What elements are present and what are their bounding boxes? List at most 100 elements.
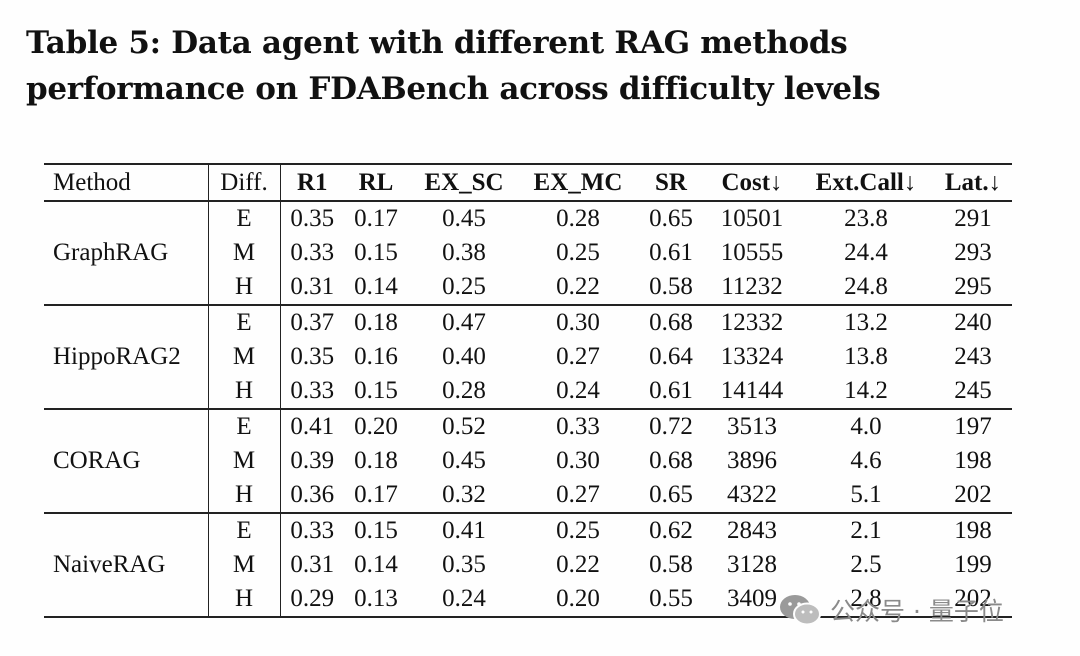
ex-sc-cell: 0.25	[442, 273, 486, 300]
ext-call-cell: 14.2	[844, 377, 888, 404]
sr-cell: 0.61	[649, 239, 693, 266]
rl-cell: 0.18	[354, 309, 398, 336]
ex-mc-cell: 0.20	[556, 585, 600, 612]
sr-cell: 0.65	[649, 481, 693, 508]
cost-cell: 3513	[727, 413, 777, 440]
results-table: Method Diff. R1 RL EX_SC EX_MC SR Cost↓ …	[44, 163, 1012, 618]
ext-call-cell: 5.1	[850, 481, 882, 508]
lat-cell: 240	[954, 309, 992, 336]
r1-cell: 0.33	[290, 377, 335, 404]
r1-cell: 0.35	[290, 205, 335, 232]
ex-mc-cell: 0.30	[556, 309, 600, 336]
watermark-text: 公众号 · 量子位	[830, 597, 1004, 626]
sr-cell: 0.68	[649, 309, 693, 336]
ex-mc-cell: 0.30	[556, 447, 600, 474]
difficulty-cell: E	[207, 513, 281, 548]
header-sr: SR	[655, 168, 687, 196]
r1-cell: 0.31	[290, 551, 335, 578]
header-lat: Lat.↓	[944, 168, 1002, 196]
cost-cell: 11232	[721, 273, 783, 300]
method-group: GraphRAG E 0.35 0.17 0.45 0.28 0.65 10501 23.8 29…	[44, 201, 1012, 305]
rl-cell: 0.15	[354, 239, 398, 266]
r1-cell: 0.35	[290, 343, 335, 370]
ext-call-cell: 23.8	[844, 205, 888, 232]
header-row: Method Diff. R1 RL EX_SC EX_MC SR Cost↓ …	[44, 164, 1012, 201]
difficulty-cell: H	[207, 270, 281, 305]
lat-cell: 243	[954, 343, 992, 370]
table-row: H 0.33 0.15 0.28 0.24 0.61 14144 14.2 245	[44, 374, 1012, 409]
sr-cell: 0.65	[649, 205, 693, 232]
lat-cell: 197	[954, 413, 992, 440]
lat-cell: 199	[954, 551, 992, 578]
header-ex-mc: EX_MC	[533, 168, 623, 196]
r1-cell: 0.37	[290, 309, 335, 336]
cost-cell: 2843	[727, 517, 777, 544]
ex-sc-cell: 0.40	[442, 343, 486, 370]
ext-call-cell: 4.0	[850, 413, 882, 440]
method-name: HippoRAG2	[53, 343, 181, 370]
difficulty-cell: E	[207, 305, 281, 340]
rl-cell: 0.13	[354, 585, 398, 612]
cost-cell: 10501	[720, 205, 784, 232]
difficulty-cell: M	[207, 340, 281, 374]
sr-cell: 0.68	[649, 447, 693, 474]
r1-cell: 0.29	[290, 585, 335, 612]
method-group: NaiveRAG E 0.33 0.15 0.41 0.25 0.62 2843 2.1 198 M…	[44, 513, 1012, 617]
table-row: M 0.35 0.16 0.40 0.27 0.64 13324 13.8 243	[44, 340, 1012, 374]
table-row: H 0.36 0.17 0.32 0.27 0.65 4322 5.1 202	[44, 478, 1012, 513]
ex-sc-cell: 0.45	[442, 447, 486, 474]
difficulty-cell: H	[207, 478, 281, 513]
ext-call-cell: 13.2	[844, 309, 888, 336]
table-row: HippoRAG2 E 0.37 0.18 0.47 0.30 0.68 12332 13.2 2…	[44, 305, 1012, 370]
difficulty-cell: M	[207, 236, 281, 270]
lat-cell: 202	[954, 481, 992, 508]
difficulty-cell: E	[207, 409, 281, 444]
ex-mc-cell: 0.27	[556, 481, 600, 508]
r1-cell: 0.33	[290, 239, 335, 266]
ex-sc-cell: 0.24	[442, 585, 486, 612]
table-row: M 0.39 0.18 0.45 0.30 0.68 3896 4.6 198	[44, 444, 1012, 478]
ex-sc-cell: 0.45	[442, 205, 486, 232]
sr-cell: 0.64	[649, 343, 693, 370]
rl-cell: 0.16	[354, 343, 398, 370]
method-group: CORAG E 0.41 0.20 0.52 0.33 0.72 3513 4.0 197 M 0.3…	[44, 409, 1012, 513]
difficulty-cell: H	[207, 582, 281, 617]
watermark: 公众号 · 量子位	[778, 592, 1004, 628]
cost-cell: 3896	[727, 447, 777, 474]
ext-call-cell: 24.4	[844, 239, 888, 266]
sr-cell: 0.72	[649, 413, 693, 440]
ex-sc-cell: 0.28	[442, 377, 486, 404]
lat-cell: 295	[954, 273, 992, 300]
r1-cell: 0.31	[290, 273, 335, 300]
lat-cell: 198	[954, 517, 992, 544]
header-cost: Cost↓	[721, 168, 783, 196]
lat-cell: 202	[954, 585, 992, 612]
r1-cell: 0.39	[290, 447, 335, 474]
lat-cell: 293	[954, 239, 992, 266]
difficulty-cell: M	[207, 444, 281, 478]
header-ex-sc: EX_SC	[424, 168, 504, 196]
difficulty-cell: E	[207, 201, 281, 236]
ext-call-cell: 2.8	[850, 585, 882, 612]
ex-sc-cell: 0.41	[442, 517, 486, 544]
method-name: GraphRAG	[53, 239, 169, 266]
ext-call-cell: 4.6	[850, 447, 882, 474]
rl-cell: 0.18	[354, 447, 398, 474]
header-r1: R1	[296, 168, 328, 196]
ex-sc-cell: 0.32	[442, 481, 486, 508]
rl-cell: 0.15	[354, 517, 398, 544]
rl-cell: 0.17	[354, 481, 398, 508]
header-method: Method	[53, 168, 131, 196]
ex-mc-cell: 0.25	[556, 517, 600, 544]
ex-sc-cell: 0.47	[442, 309, 486, 336]
table-row: H 0.31 0.14 0.25 0.22 0.58 11232 24.8 295	[44, 270, 1012, 305]
ex-sc-cell: 0.38	[442, 239, 486, 266]
rl-cell: 0.15	[354, 377, 398, 404]
method-name: NaiveRAG	[53, 551, 166, 578]
ex-mc-cell: 0.28	[556, 205, 600, 232]
ex-sc-cell: 0.35	[442, 551, 486, 578]
table-row: CORAG E 0.41 0.20 0.52 0.33 0.72 3513 4.0 197	[44, 409, 1012, 474]
sr-cell: 0.58	[649, 551, 693, 578]
difficulty-cell: H	[207, 374, 281, 409]
rl-cell: 0.20	[354, 413, 398, 440]
